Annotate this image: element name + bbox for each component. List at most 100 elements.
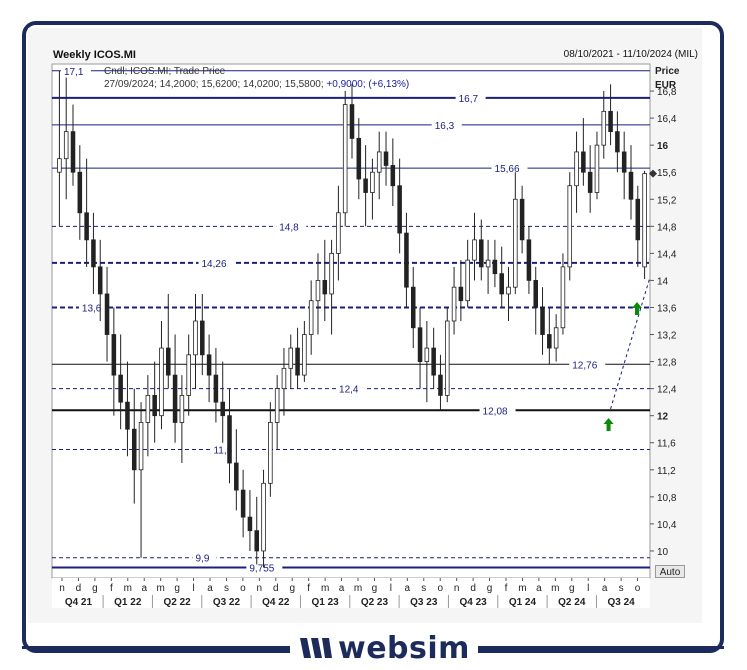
candle-body [172, 374, 178, 423]
candle-body [315, 280, 321, 302]
candle-body [240, 489, 246, 518]
month-label: n [257, 583, 263, 594]
month-label: g [92, 583, 98, 594]
y-tick-label: 10 [657, 547, 669, 558]
month-label: o [437, 583, 443, 594]
month-label: a [141, 583, 147, 594]
month-label: s [421, 583, 426, 594]
month-label: l [587, 583, 589, 594]
candle-body [322, 280, 328, 295]
candle-body [247, 516, 253, 532]
month-label: d [76, 583, 82, 594]
month-label: f [110, 583, 113, 594]
month-label: o [635, 583, 641, 594]
candle-body [206, 354, 212, 376]
month-label: g [569, 583, 575, 594]
candle [608, 84, 613, 146]
candle-body [410, 286, 416, 329]
candle-body [159, 347, 164, 417]
candle-body [404, 232, 409, 288]
axis-unit-currency: EUR [655, 80, 677, 91]
y-tick-label: 16,4 [657, 114, 677, 125]
level-label: 9,9 [196, 554, 210, 565]
candle [152, 361, 157, 443]
chart-title: Weekly ICOS.MI [53, 49, 136, 61]
candle [499, 246, 504, 308]
candle-body [458, 286, 464, 302]
y-tick-label: 13,2 [657, 331, 677, 342]
candle [472, 212, 477, 281]
y-tick-label: 15,2 [657, 195, 677, 206]
axis-unit-price: Price [655, 66, 680, 77]
candle [172, 334, 178, 443]
y-tick-label: 14,4 [657, 249, 677, 260]
candle-body [587, 171, 593, 193]
level-label: 14,26 [202, 259, 227, 270]
candle [104, 266, 110, 362]
candle-body [417, 327, 423, 362]
y-tick-label: 14 [657, 276, 669, 287]
date-range: 08/10/2021 - 11/10/2024 (MIL) [563, 49, 698, 60]
candle-body [526, 239, 532, 281]
candle-body [308, 300, 314, 335]
auto-scale-button[interactable]: Auto [655, 565, 685, 578]
y-tick-label: 16,8 [657, 87, 677, 98]
month-label: a [339, 583, 345, 594]
candle-body [274, 388, 280, 423]
candle-body [370, 171, 375, 193]
month-label: m [551, 583, 559, 594]
candle-body [499, 273, 504, 295]
candle [587, 145, 593, 213]
candle [145, 375, 151, 457]
y-tick-label: 10,4 [657, 520, 677, 531]
candle [492, 239, 498, 288]
month-label: g [372, 583, 378, 594]
last-price-marker [649, 169, 657, 178]
candle [581, 118, 586, 186]
candle-body [166, 347, 171, 376]
candle [186, 334, 191, 416]
candle [111, 307, 117, 416]
candle [200, 293, 205, 376]
candle-body [560, 266, 566, 329]
candle-body [138, 422, 144, 471]
candle [329, 239, 334, 335]
y-tick-label: 12,4 [657, 385, 677, 396]
candle-body [200, 320, 205, 356]
level-label-bg [246, 561, 283, 574]
candle-body [533, 280, 538, 308]
candle [308, 280, 314, 355]
y-tick-label: 11,6 [657, 439, 676, 450]
month-label: d [273, 583, 279, 594]
candle [288, 334, 294, 389]
month-label: a [207, 583, 213, 594]
level-label-bg [491, 162, 528, 175]
month-label: m [518, 583, 526, 594]
quarter-label: Q3 24 [607, 597, 635, 608]
candle-body [193, 320, 198, 356]
candle [560, 253, 566, 335]
candle [567, 172, 573, 281]
quarter-label: Q2 22 [163, 597, 191, 608]
candle [138, 402, 144, 558]
quarter-label: Q1 22 [114, 597, 142, 608]
candle-body [261, 482, 266, 552]
month-label: n [454, 583, 460, 594]
candle-body [288, 347, 294, 369]
quarter-label: Q4 22 [262, 597, 290, 608]
month-label: g [174, 583, 180, 594]
level-label: 17,1 [64, 67, 84, 78]
candle [179, 375, 185, 464]
candle [206, 334, 212, 403]
candle [506, 266, 511, 321]
month-label: d [470, 583, 476, 594]
level-label-bg [198, 256, 235, 269]
y-tick-label: 11,2 [657, 466, 676, 477]
websim-wordmark: websim [338, 630, 470, 666]
quarter-label: Q2 23 [361, 597, 389, 608]
candle [118, 334, 123, 430]
level-label: 15,66 [495, 164, 520, 175]
candle [77, 145, 83, 240]
quarter-label: Q1 23 [311, 597, 339, 608]
y-tick-label: 16 [657, 141, 669, 152]
